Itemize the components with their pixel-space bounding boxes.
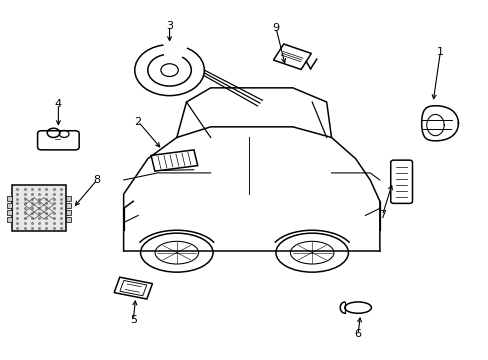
Bar [12,185,65,231]
Bar [65,195,71,201]
Bar [7,203,12,208]
Text: 1: 1 [436,48,443,57]
Text: 3: 3 [166,21,173,31]
Text: 8: 8 [93,175,101,185]
Bar [7,210,12,215]
Bar [65,217,71,222]
Text: 2: 2 [134,117,142,126]
Text: 4: 4 [55,99,62,109]
Bar [65,203,71,208]
Text: 5: 5 [129,315,137,325]
Bar [7,217,12,222]
Text: 7: 7 [378,211,385,220]
Text: 6: 6 [354,329,361,339]
Text: 9: 9 [272,23,279,33]
Bar [7,195,12,201]
Bar [65,210,71,215]
